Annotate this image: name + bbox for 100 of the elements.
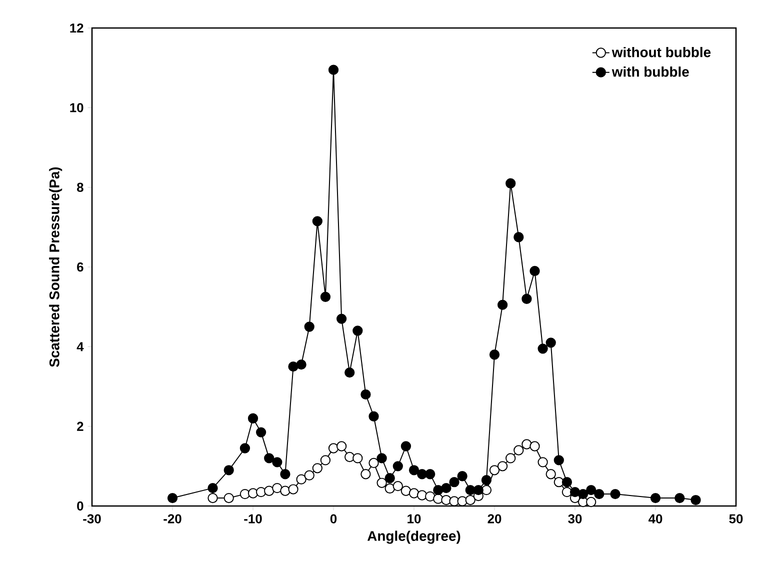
point xyxy=(425,491,436,502)
point xyxy=(425,469,436,480)
point xyxy=(586,496,596,508)
point xyxy=(408,488,420,498)
point xyxy=(328,64,339,75)
point xyxy=(530,266,540,276)
y-tick-label: 8 xyxy=(76,182,84,192)
point xyxy=(449,477,460,488)
point xyxy=(304,322,314,332)
point xyxy=(384,483,395,494)
point xyxy=(392,481,403,492)
point xyxy=(546,338,556,348)
point xyxy=(352,453,363,464)
point xyxy=(288,484,298,494)
point xyxy=(312,216,322,226)
x-axis-title: Angle(degree) xyxy=(367,530,460,544)
point xyxy=(586,484,596,496)
point xyxy=(224,492,234,504)
point xyxy=(506,453,516,464)
point xyxy=(674,492,685,504)
point xyxy=(336,314,347,324)
x-tick-label: -20 xyxy=(164,514,182,524)
point xyxy=(256,427,266,438)
point xyxy=(522,294,532,304)
point xyxy=(400,486,412,496)
point xyxy=(368,458,379,468)
point xyxy=(481,475,492,486)
point xyxy=(240,443,250,454)
y-tick-label: 12 xyxy=(70,23,84,33)
point xyxy=(506,178,516,188)
point xyxy=(538,344,548,354)
point xyxy=(344,452,355,462)
point xyxy=(248,488,258,498)
legend-label: with bubble xyxy=(612,66,689,77)
point xyxy=(465,494,476,506)
point xyxy=(594,488,604,500)
point xyxy=(368,411,379,422)
x-tick-label: -10 xyxy=(244,514,262,524)
point xyxy=(408,465,420,476)
point xyxy=(433,484,444,496)
point xyxy=(280,469,290,480)
point xyxy=(650,492,661,504)
point xyxy=(473,484,484,496)
x-tick-label: 50 xyxy=(729,514,743,524)
point xyxy=(248,413,258,424)
y-tick-label: 6 xyxy=(77,262,84,272)
point xyxy=(344,367,355,378)
point xyxy=(530,441,540,452)
point xyxy=(320,455,331,466)
point xyxy=(304,470,314,480)
point xyxy=(514,445,524,456)
point xyxy=(336,441,347,452)
x-tick-label: -30 xyxy=(83,514,101,524)
point xyxy=(272,482,282,494)
point xyxy=(264,486,274,496)
point xyxy=(522,439,532,450)
point xyxy=(384,473,395,484)
point xyxy=(441,494,452,506)
point xyxy=(610,488,620,500)
point xyxy=(320,292,331,302)
y-tick-label: 10 xyxy=(70,103,84,112)
legend-label: without bubble xyxy=(612,46,711,58)
point xyxy=(578,488,588,500)
point xyxy=(312,463,322,474)
y-tick-label: 0 xyxy=(77,501,84,511)
point xyxy=(376,453,387,464)
x-tick-label: 20 xyxy=(488,514,502,524)
point xyxy=(296,474,306,484)
point xyxy=(562,477,572,488)
point xyxy=(360,389,371,400)
point xyxy=(497,461,508,472)
point xyxy=(224,465,234,476)
point xyxy=(538,457,548,468)
point xyxy=(360,469,371,480)
x-tick-label: 40 xyxy=(648,514,662,524)
point xyxy=(288,362,298,372)
point xyxy=(400,441,412,452)
point xyxy=(167,492,178,504)
point xyxy=(272,457,282,468)
point xyxy=(457,471,468,482)
point xyxy=(208,482,218,494)
point xyxy=(546,469,556,480)
point xyxy=(554,455,564,466)
x-tick-label: 30 xyxy=(568,514,582,524)
point xyxy=(376,478,387,488)
point xyxy=(441,482,452,494)
point xyxy=(208,492,218,504)
point xyxy=(328,443,339,454)
y-axis-title: Scattered Sound Pressure(Pa) xyxy=(49,167,62,367)
point xyxy=(296,360,306,370)
x-tick-label: 0 xyxy=(330,514,337,524)
point xyxy=(352,326,363,336)
point xyxy=(570,486,580,498)
point xyxy=(280,486,290,496)
point xyxy=(489,465,500,476)
point xyxy=(690,494,701,506)
point xyxy=(489,350,500,360)
y-tick-label: 2 xyxy=(77,422,84,431)
point xyxy=(514,232,524,242)
x-tick-label: 10 xyxy=(408,514,421,524)
